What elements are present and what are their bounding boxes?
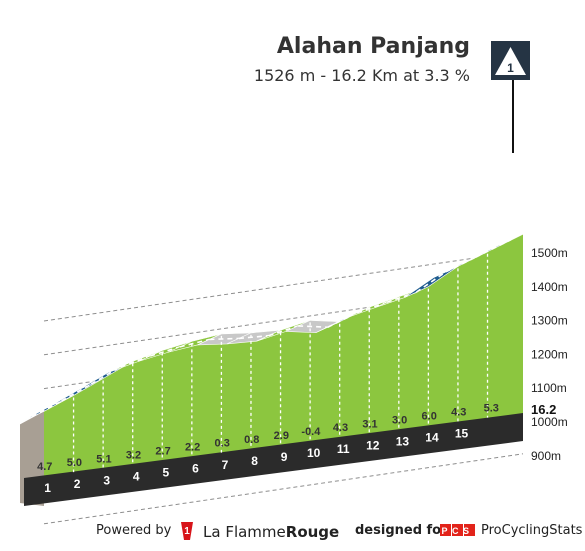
pcs-logo-icon: PCS [440, 524, 475, 536]
gradient-label-8: 0.8 [244, 434, 259, 446]
badge-category: 1 [507, 61, 514, 75]
gradient-label-6: 2.2 [185, 442, 200, 454]
y-tick-900: 900m [531, 449, 561, 463]
gradient-label-15: 4.3 [451, 407, 466, 419]
footer-procyclingstats: ProCyclingStats [481, 523, 583, 538]
gradient-label-12: 3.1 [362, 418, 377, 430]
gridline-1400 [43, 284, 524, 356]
y-tick-1000: 1000m [531, 415, 568, 429]
ribbon-dash-10 [298, 325, 328, 329]
badge-triangle-icon [495, 47, 526, 75]
ribbon-dash-7 [209, 337, 240, 341]
km-label-12: 12 [366, 438, 380, 452]
profile-body [20, 234, 523, 506]
footer-brand-la-flamme-rouge: La FlammeRouge [203, 523, 339, 541]
ribbon-dash-8 [238, 334, 269, 340]
labels: 4.7 5.0 5.1 3.2 2.7 2.2 0.3 0.8 2.9 -0.4 4.3 3.1 3.0… [37, 246, 568, 495]
km-label-7: 7 [222, 458, 229, 472]
ribbon-dash-16 [475, 238, 512, 259]
ribbon-dash-2 [61, 383, 92, 402]
km-label-1: 1 [44, 481, 51, 495]
y-tick-1500: 1500m [531, 246, 568, 260]
gradient-label-14: 6.0 [422, 411, 437, 423]
gridline-900 [43, 453, 524, 525]
km-label-3: 3 [103, 473, 110, 487]
profile-face [44, 234, 523, 478]
gradient-label-11: 4.3 [333, 422, 348, 434]
km-label-6: 6 [192, 462, 199, 476]
gradient-label-2: 5.0 [67, 457, 82, 469]
km-label-11: 11 [337, 442, 350, 456]
y-tick-1400: 1400m [531, 280, 568, 294]
gradient-label-10: -0.4 [301, 426, 321, 438]
footer-powered-by: Powered by [96, 523, 172, 538]
gradient-label-9: 2.9 [274, 430, 289, 442]
category-marker: 1 [491, 41, 530, 153]
climb-title: Alahan Panjang [276, 34, 470, 59]
km-dividers [72, 253, 489, 473]
km-label-10: 10 [307, 446, 321, 460]
gradient-label-13: 3.0 [392, 414, 407, 426]
gradient-bands [19, 233, 524, 423]
y-tick-1100: 1100m [531, 381, 567, 395]
km-label-5: 5 [162, 466, 169, 480]
ribbon-dash-1 [31, 400, 62, 418]
y-tick-1200: 1200m [531, 347, 568, 361]
gradient-label-5: 2.7 [155, 446, 170, 458]
ribbon-dash-14 [415, 271, 447, 293]
km-label-4: 4 [133, 469, 140, 483]
gradient-label-16: 5.3 [484, 402, 499, 414]
gradient-label-3: 5.1 [96, 453, 111, 465]
end-distance-label: 16.2 [531, 402, 556, 417]
flamme-rouge-logo-icon: 1 [181, 522, 193, 540]
y-tick-1300: 1300m [531, 314, 568, 328]
svg-text:1: 1 [184, 526, 190, 537]
km-strip [24, 413, 523, 506]
km-label-15: 15 [455, 427, 469, 441]
brand-la: La Flamme [203, 523, 286, 541]
gradient-label-4: 3.2 [126, 449, 141, 461]
brand-rouge: Rouge [285, 523, 340, 541]
footer-designed-for: designed for [355, 523, 448, 538]
climb-summary: 1526 m - 16.2 Km at 3.3 % [253, 66, 470, 85]
gradient-label-7: 0.3 [215, 438, 230, 450]
gradient-label-1: 4.7 [37, 461, 52, 473]
km-label-2: 2 [74, 477, 81, 491]
pcs-badge-text: PCS [441, 526, 473, 536]
km-label-14: 14 [425, 431, 439, 445]
km-label-9: 9 [281, 450, 288, 464]
km-label-8: 8 [251, 454, 258, 468]
km-label-13: 13 [396, 434, 410, 448]
gridline-1500 [43, 250, 524, 322]
